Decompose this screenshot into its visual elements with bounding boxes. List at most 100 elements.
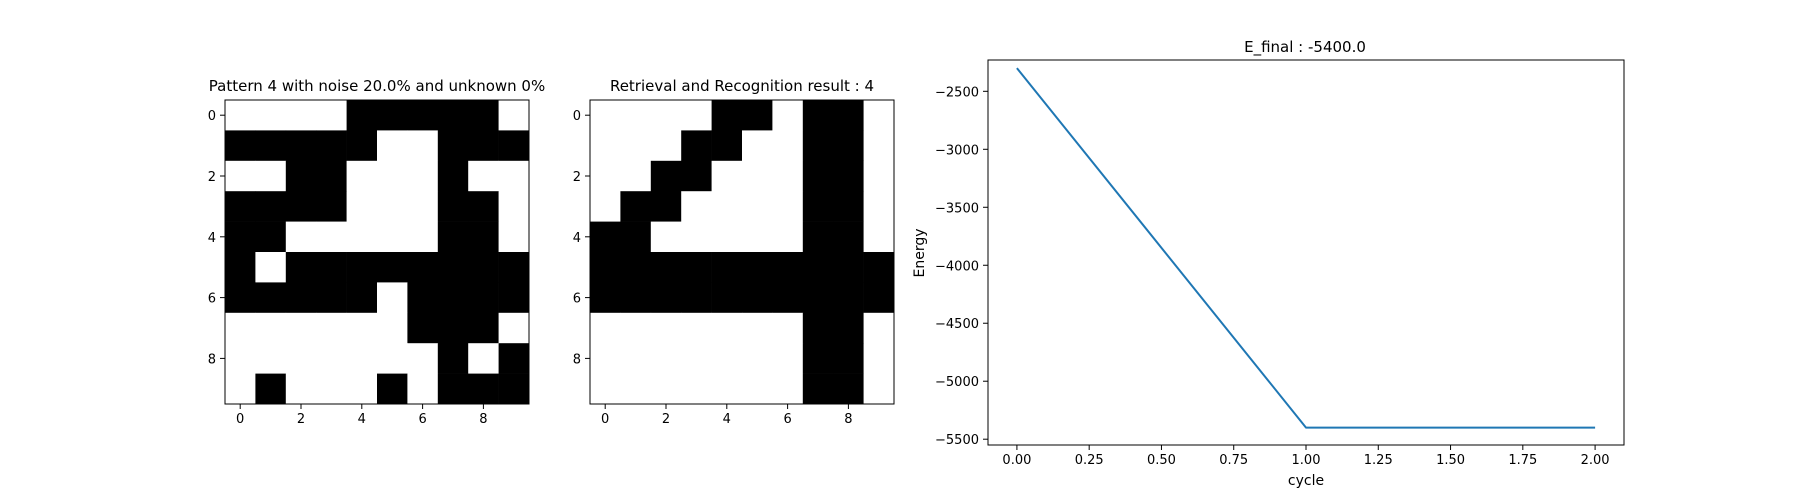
pattern-cell (316, 191, 347, 222)
pattern-cell (863, 160, 895, 192)
pattern-cell (377, 100, 408, 131)
pattern-cell (650, 191, 682, 222)
pattern-cell (802, 312, 834, 344)
pattern-cell (225, 160, 256, 192)
pattern-cell (802, 252, 834, 283)
pattern-cell (346, 282, 378, 314)
pattern-cell (437, 373, 469, 405)
pattern-cell (802, 221, 834, 253)
pattern-cell (285, 130, 317, 162)
pattern-cell (285, 191, 317, 222)
pattern-cell (377, 312, 408, 344)
pattern-cell (863, 312, 895, 344)
pattern-cell (772, 130, 804, 162)
pattern-cell (498, 343, 530, 374)
pattern-cell (711, 312, 743, 344)
pattern-cell (407, 130, 439, 162)
pattern-cell (225, 221, 256, 253)
pattern-cell (346, 191, 378, 222)
pattern-cell (225, 343, 256, 374)
x-tick-label: 8 (479, 412, 487, 427)
pattern-cell (316, 100, 347, 131)
y-tick-label: 4 (208, 231, 216, 246)
pattern-cell (833, 343, 864, 374)
pattern-cell (681, 191, 712, 222)
retrieved-pattern-frame (589, 99, 895, 405)
y-tick-label: 0 (208, 109, 216, 124)
pattern-cell (863, 282, 895, 314)
pattern-cell (377, 282, 408, 314)
pattern-cell (650, 221, 682, 253)
pattern-cell (802, 191, 834, 222)
pattern-cell (772, 373, 804, 405)
pattern-cell (468, 191, 499, 222)
pattern-cell (711, 221, 743, 253)
pattern-cell (863, 221, 895, 253)
pattern-cell (742, 343, 773, 374)
pattern-cell (377, 160, 408, 192)
pattern-cell (742, 373, 773, 405)
x-tick-label: 0.00 (1002, 453, 1031, 468)
y-tick-label: −2500 (935, 85, 979, 100)
pattern-cell (742, 282, 773, 314)
pattern-cell (742, 100, 773, 131)
pattern-cell (407, 100, 439, 131)
pattern-cell (590, 160, 621, 192)
pattern-cell (437, 312, 469, 344)
x-tick-label: 4 (358, 412, 366, 427)
retrieved-pattern-title: Retrieval and Recognition result : 4 (610, 77, 874, 95)
pattern-cell (498, 100, 530, 131)
pattern-cell (285, 100, 317, 131)
y-tick-label: −5500 (935, 433, 979, 448)
pattern-cell (225, 252, 256, 283)
pattern-cell (225, 312, 256, 344)
pattern-cell (650, 130, 682, 162)
noisy-pattern-panel: Pattern 4 with noise 20.0% and unknown 0… (208, 77, 546, 427)
pattern-cell (711, 373, 743, 405)
y-tick-label: 8 (573, 352, 581, 367)
energy-xlabel: cycle (1288, 473, 1324, 489)
pattern-cell (742, 191, 773, 222)
pattern-cell (498, 282, 530, 314)
pattern-cell (772, 160, 804, 192)
pattern-cell (316, 343, 347, 374)
x-tick-label: 0 (601, 412, 609, 427)
pattern-cell (437, 282, 469, 314)
pattern-cell (590, 191, 621, 222)
pattern-cell (772, 282, 804, 314)
x-tick-label: 0 (236, 412, 244, 427)
pattern-cell (498, 130, 530, 162)
pattern-cell (833, 221, 864, 253)
pattern-cell (711, 100, 743, 131)
pattern-cell (711, 191, 743, 222)
pattern-cell (346, 221, 378, 253)
pattern-cell (590, 221, 621, 253)
pattern-cell (711, 282, 743, 314)
pattern-cell (498, 160, 530, 192)
pattern-cell (833, 100, 864, 131)
pattern-cell (711, 343, 743, 374)
noisy-pattern-title: Pattern 4 with noise 20.0% and unknown 0… (209, 77, 545, 95)
pattern-cell (650, 373, 682, 405)
pattern-cell (255, 191, 287, 222)
pattern-cell (407, 191, 439, 222)
x-tick-label: 6 (783, 412, 791, 427)
pattern-cell (377, 252, 408, 283)
pattern-cell (437, 160, 469, 192)
y-tick-label: 0 (573, 109, 581, 124)
x-tick-label: 1.50 (1436, 453, 1465, 468)
x-tick-label: 2 (297, 412, 305, 427)
retrieved-pattern-panel: Retrieval and Recognition result : 4 0 2 4… (573, 77, 895, 427)
pattern-cell (590, 312, 621, 344)
pattern-cell (468, 160, 499, 192)
pattern-cell (620, 312, 652, 344)
pattern-cell (498, 221, 530, 253)
pattern-cell (772, 221, 804, 253)
pattern-cell (377, 130, 408, 162)
pattern-cell (620, 160, 652, 192)
pattern-cell (346, 100, 378, 131)
pattern-cell (650, 100, 682, 131)
y-tick-label: 2 (208, 170, 216, 185)
pattern-cell (590, 252, 621, 283)
